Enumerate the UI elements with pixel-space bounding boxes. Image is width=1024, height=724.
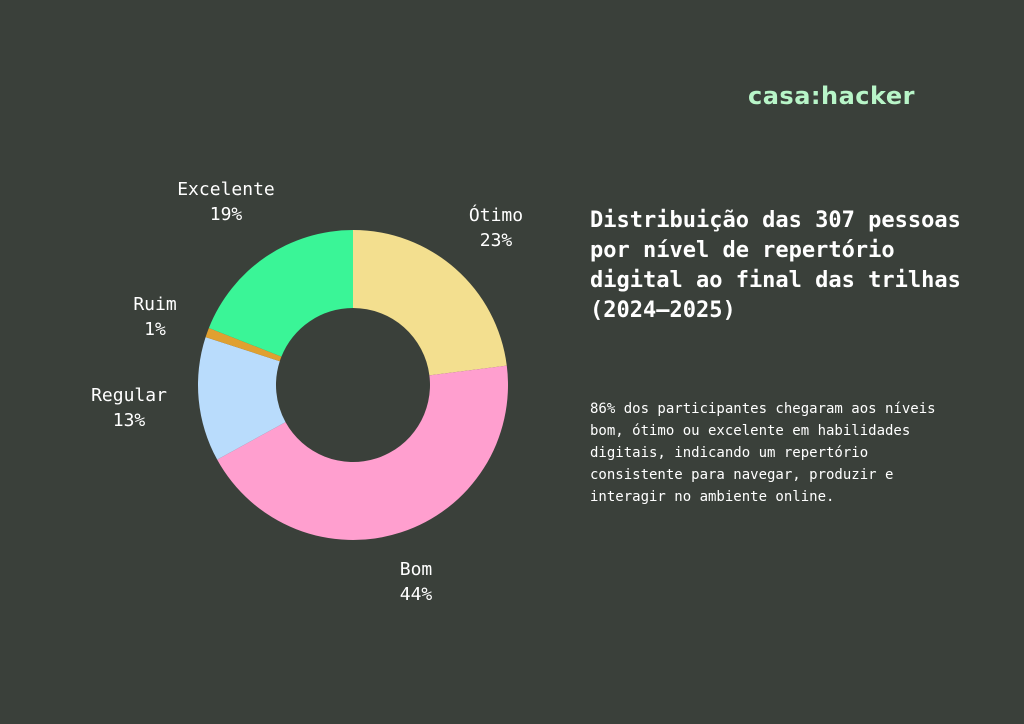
chart-title: Distribuição das 307 pessoas por nível d… xyxy=(590,208,961,323)
slice-ruim xyxy=(205,327,282,362)
slice-value-bom: 44% xyxy=(400,584,433,605)
slice-value-excelente: 19% xyxy=(210,204,243,225)
chart-description: 86% dos participantes chegaram aos nívei… xyxy=(590,401,936,505)
slice-value-ruim: 1% xyxy=(144,319,166,340)
slice-bom xyxy=(217,365,508,540)
slice-label-excelente: Excelente xyxy=(177,179,275,200)
slice-label-otimo: Ótimo xyxy=(469,204,523,226)
slice-label-regular: Regular xyxy=(91,385,167,406)
slice-otimo xyxy=(353,230,507,376)
casahacker-logo: casa:hacker xyxy=(748,82,915,110)
chart-labels: Ótimo 23% Bom 44% Regular 13% Ruim 1% Excelente 1… xyxy=(91,179,523,605)
slice-label-ruim: Ruim xyxy=(133,294,176,315)
donut-chart: Ótimo 23% Bom 44% Regular 13% Ruim 1% Excelente 1… xyxy=(91,179,523,605)
slice-excelente xyxy=(208,230,353,357)
slice-label-bom: Bom xyxy=(400,559,433,580)
slice-regular xyxy=(198,337,286,460)
slice-value-regular: 13% xyxy=(113,410,146,431)
chart-slices xyxy=(198,230,508,540)
slice-value-otimo: 23% xyxy=(480,230,513,251)
